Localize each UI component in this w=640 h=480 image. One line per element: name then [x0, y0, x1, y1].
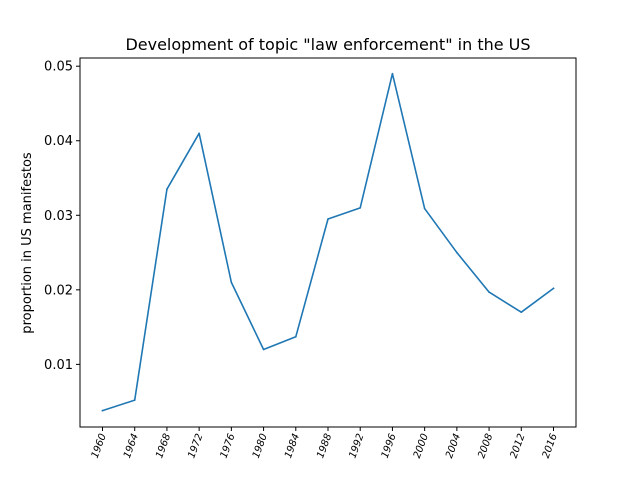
data-point [552, 287, 555, 290]
data-point [262, 348, 265, 351]
data-point [230, 281, 233, 284]
y-tick-label: 0.02 [44, 283, 73, 298]
data-point [456, 251, 458, 254]
data-point [423, 207, 426, 210]
y-tick-label: 0.03 [44, 209, 73, 224]
y-axis-label: proportion in US manifestos [20, 152, 35, 334]
data-point [166, 188, 168, 190]
data-point [133, 399, 136, 401]
y-tick-label: 0.04 [44, 134, 73, 149]
chart-title: Development of topic "law enforcement" i… [125, 35, 530, 54]
y-tick-label: 0.01 [44, 358, 73, 373]
data-point [488, 291, 490, 293]
axes-frame [79, 57, 577, 428]
data-point [101, 409, 104, 412]
data-point [198, 132, 200, 135]
data-point [327, 218, 329, 220]
data-point [391, 72, 394, 75]
y-tick-label: 0.05 [44, 60, 73, 75]
data-point [359, 207, 362, 209]
data-point [520, 311, 523, 314]
data-point [294, 336, 297, 338]
